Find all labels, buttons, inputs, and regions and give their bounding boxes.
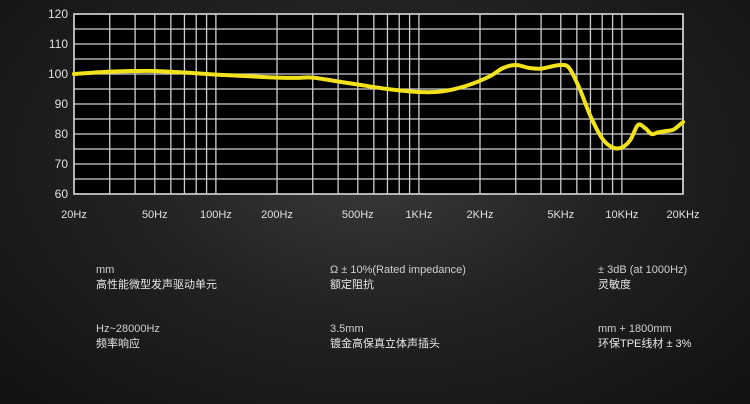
- spec-frequency-value: Hz~28000Hz: [96, 323, 160, 335]
- spec-driver: mm 高性能微型发声驱动单元: [96, 263, 217, 293]
- spec-cable: mm + 1800mm 环保TPE线材 ± 3%: [598, 322, 691, 352]
- frequency-response-chart: 60 70 80 90 100 110 120 20Hz 50Hz 100Hz 200Hz 500Hz…: [48, 7, 700, 221]
- y-tick-label: 120: [48, 7, 68, 21]
- spec-cable-label: 环保TPE线材 ± 3%: [598, 338, 692, 350]
- frequency-response-curve: [72, 62, 685, 151]
- spec-impedance-value: Ω ± 10%(Rated impedance): [330, 264, 466, 276]
- y-tick-label: 70: [55, 157, 69, 171]
- spec-frequency: Hz~28000Hz 频率响应: [96, 322, 160, 352]
- spec-impedance: Ω ± 10%(Rated impedance) 额定阻抗: [330, 263, 466, 293]
- x-tick-label: 20KHz: [666, 209, 699, 221]
- y-tick-label: 60: [55, 187, 69, 201]
- spec-plug-value: 3.5mm: [330, 323, 364, 335]
- x-tick-label: 20Hz: [61, 209, 87, 221]
- spec-sensitivity: ± 3dB (at 1000Hz) 灵敏度: [598, 263, 687, 293]
- spec-frequency-label: 频率响应: [96, 338, 140, 350]
- frequency-response-svg: 60 70 80 90 100 110 120 20Hz 50Hz 100Hz 200Hz 500Hz…: [48, 7, 700, 221]
- spec-driver-value: mm: [96, 264, 115, 276]
- x-tick-label: 1KHz: [405, 209, 432, 221]
- spec-plug-label: 镀金高保真立体声插头: [330, 338, 440, 350]
- spec-cable-value: mm + 1800mm: [598, 323, 672, 335]
- x-tick-label: 100Hz: [200, 209, 232, 221]
- y-tick-label: 90: [55, 97, 69, 111]
- y-tick-label: 100: [48, 67, 68, 81]
- x-tick-label: 50Hz: [142, 209, 168, 221]
- y-tick-label: 80: [55, 127, 69, 141]
- y-tick-label: 110: [49, 37, 68, 51]
- spec-sensitivity-label: 灵敏度: [598, 279, 631, 291]
- x-tick-label: 2KHz: [467, 209, 494, 221]
- spec-plug: 3.5mm 镀金高保真立体声插头: [330, 322, 440, 352]
- x-tick-label: 500Hz: [342, 209, 374, 221]
- x-tick-label: 10KHz: [605, 209, 638, 221]
- x-tick-label: 200Hz: [261, 209, 293, 221]
- spec-sensitivity-value: ± 3dB (at 1000Hz): [598, 264, 688, 276]
- x-tick-label: 5KHz: [547, 209, 574, 221]
- spec-impedance-label: 额定阻抗: [330, 279, 374, 291]
- plot-border: [73, 13, 684, 195]
- spec-driver-label: 高性能微型发声驱动单元: [96, 279, 217, 291]
